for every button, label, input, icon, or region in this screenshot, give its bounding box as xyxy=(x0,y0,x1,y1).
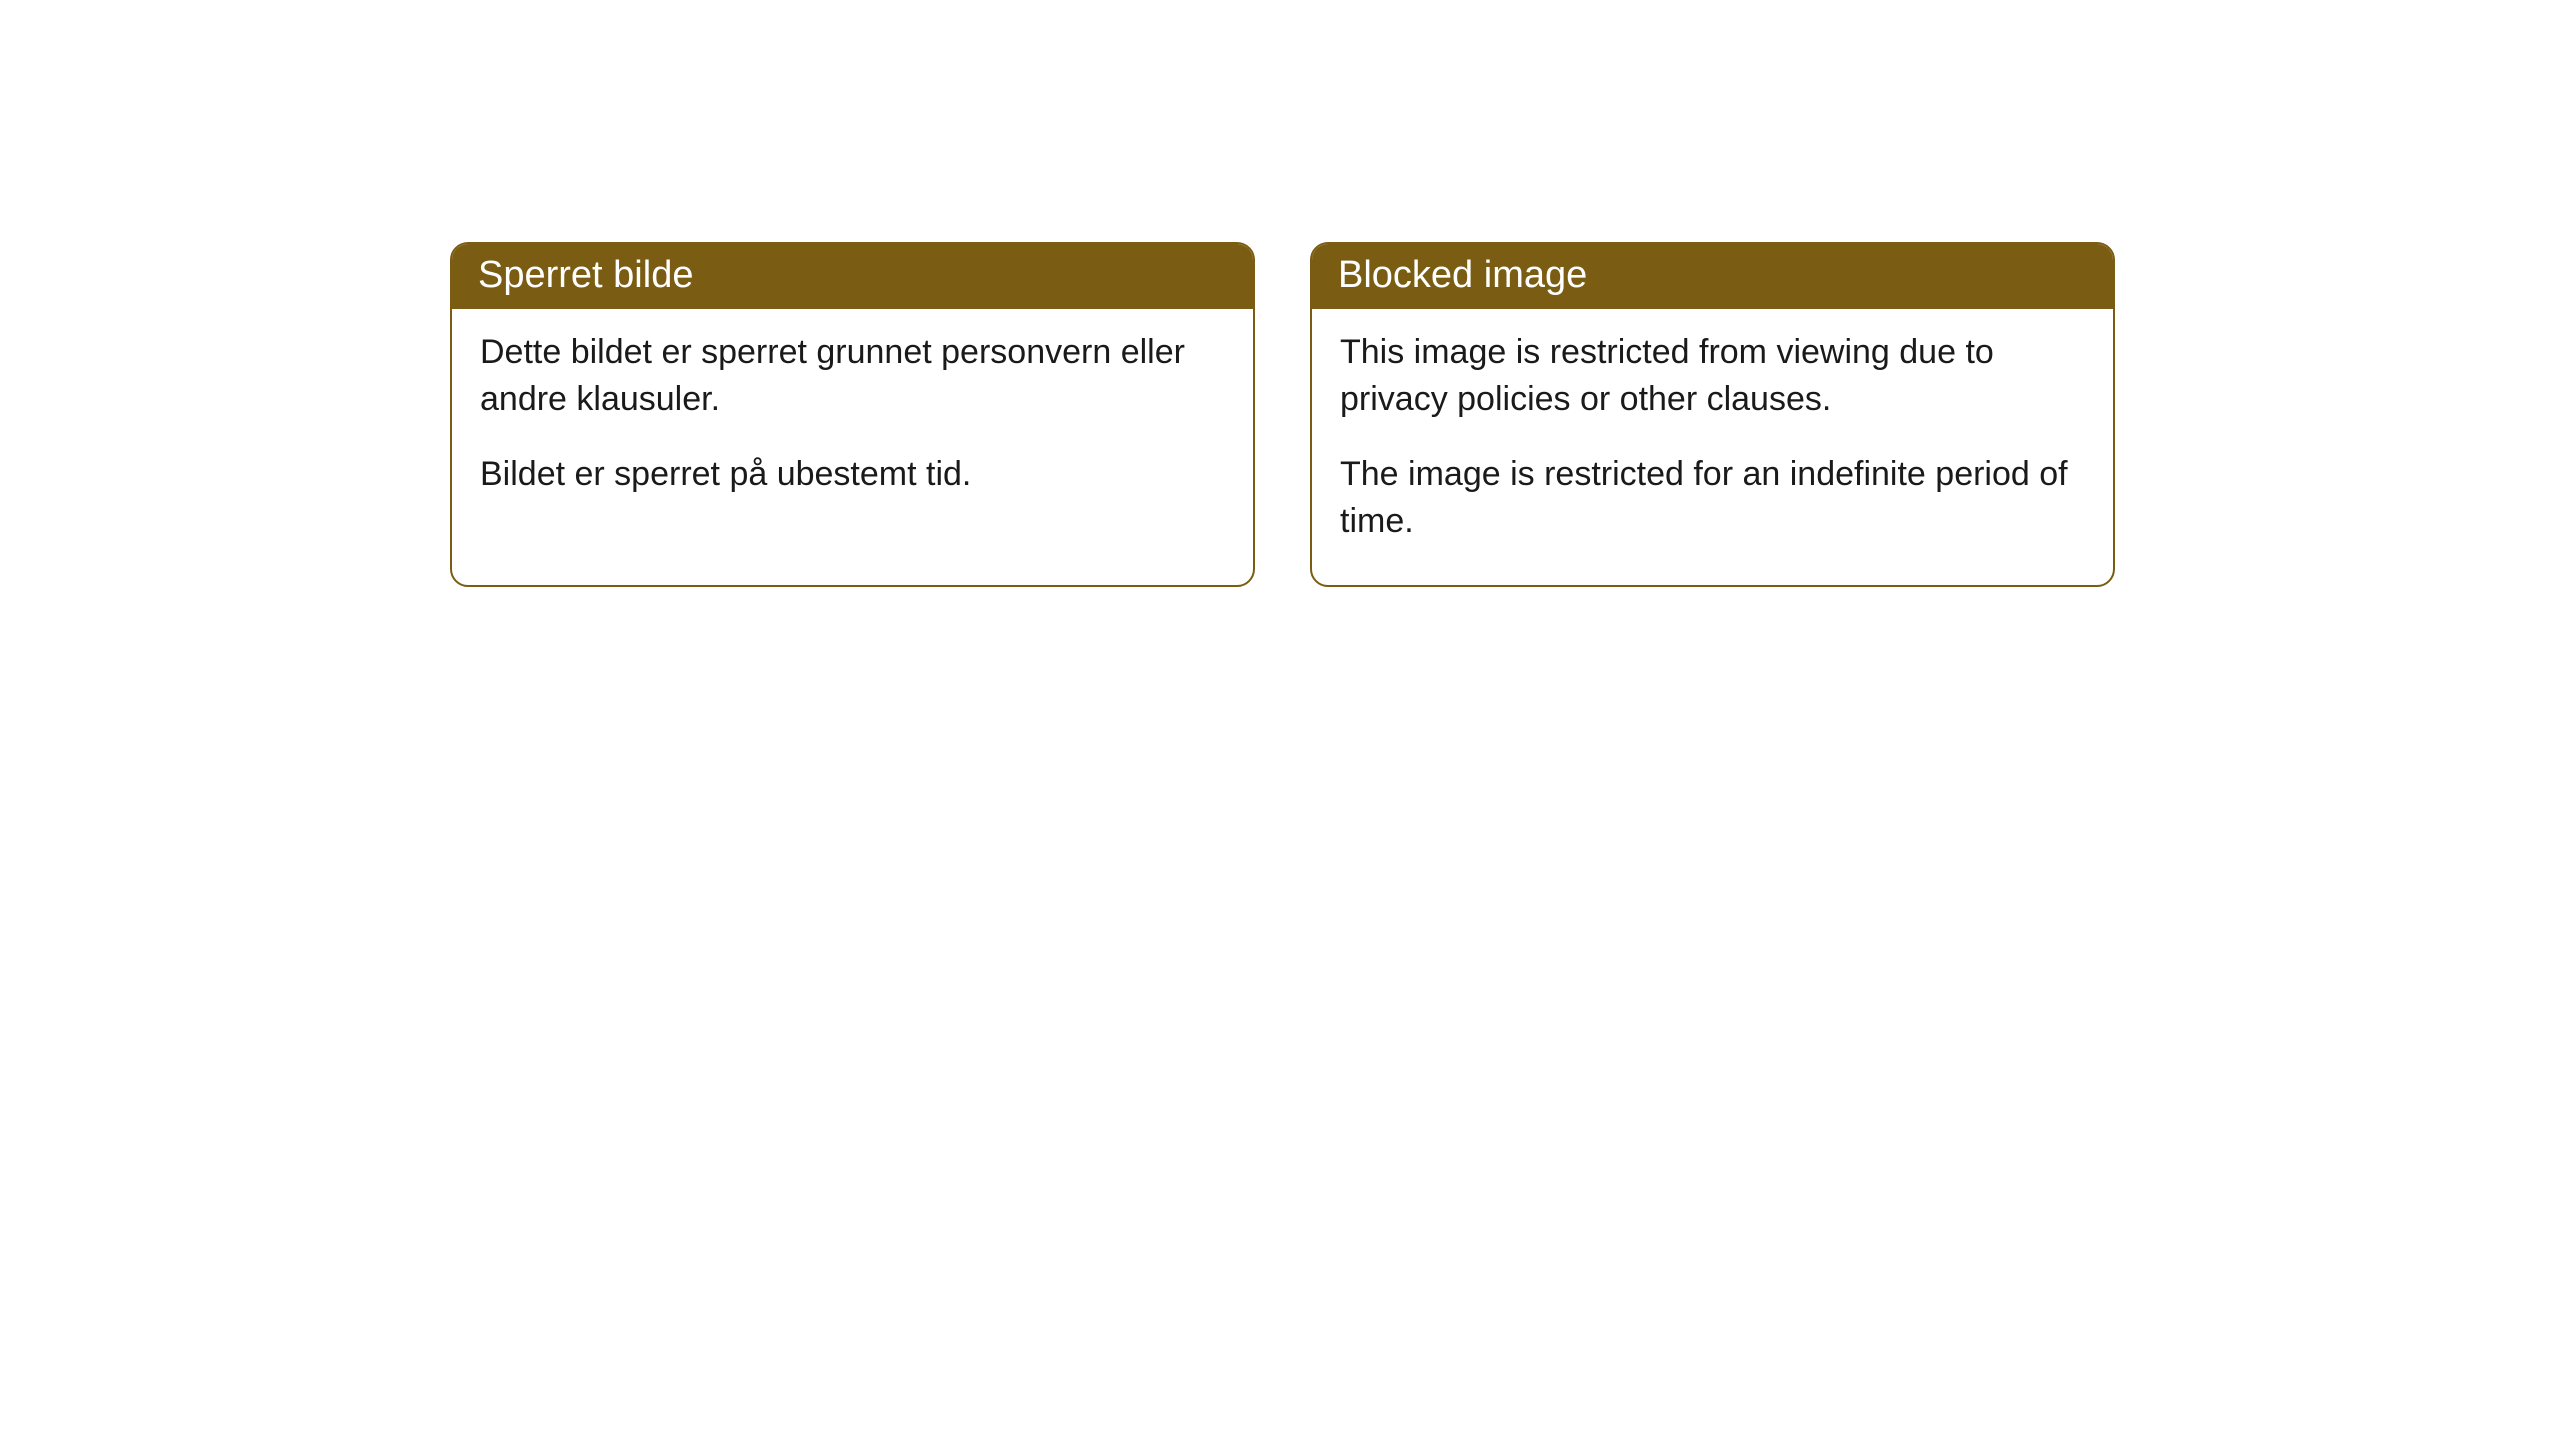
card-title: Blocked image xyxy=(1312,244,2113,309)
blocked-image-card-norwegian: Sperret bilde Dette bildet er sperret gr… xyxy=(450,242,1255,587)
card-body: This image is restricted from viewing du… xyxy=(1312,309,2113,585)
card-paragraph-2: Bildet er sperret på ubestemt tid. xyxy=(480,451,1225,498)
card-paragraph-1: Dette bildet er sperret grunnet personve… xyxy=(480,329,1225,423)
blocked-image-card-english: Blocked image This image is restricted f… xyxy=(1310,242,2115,587)
card-paragraph-1: This image is restricted from viewing du… xyxy=(1340,329,2085,423)
card-paragraph-2: The image is restricted for an indefinit… xyxy=(1340,451,2085,545)
cards-container: Sperret bilde Dette bildet er sperret gr… xyxy=(0,0,2560,587)
card-body: Dette bildet er sperret grunnet personve… xyxy=(452,309,1253,538)
card-title: Sperret bilde xyxy=(452,244,1253,309)
